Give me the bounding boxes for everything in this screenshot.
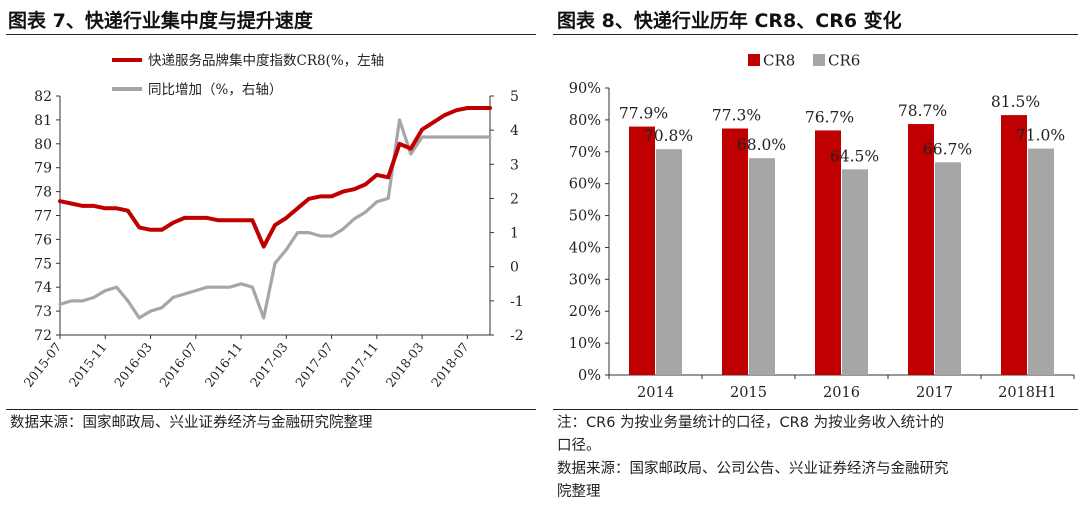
left-y-tick-label: 72 — [34, 328, 52, 344]
cr8-value-label: 77.3% — [712, 106, 761, 124]
cr6-value-label: 71.0% — [1016, 127, 1065, 145]
bar-y-tick-label: 40% — [569, 240, 601, 256]
left-y-tick-label: 79 — [34, 161, 52, 177]
left-y-tick-label: 77 — [34, 209, 52, 225]
left-y-tick-label: 75 — [34, 256, 52, 272]
left-y-tick-label: 73 — [34, 304, 52, 320]
right-y-tick-label: 5 — [510, 89, 519, 105]
right-y-tick-label: 4 — [510, 123, 519, 139]
x-tick-label: 2015-07 — [21, 340, 65, 390]
right-y-tick-label: 2 — [510, 191, 519, 207]
cr8-bar — [908, 124, 934, 375]
bar-chart: CR8 CR6 0% 10% 20% 30% 40% 50% 60% 70% 80% 90% 2014 7… — [569, 52, 1075, 401]
bar-y-tick-label: 90% — [569, 81, 601, 97]
cr8-bar — [1001, 115, 1027, 375]
bar-category-label: 2017 — [916, 385, 953, 401]
right-y-tick-label: 0 — [510, 260, 519, 276]
right-figure-panel: 图表 8、快递行业历年 CR8、CR6 变化 CR8 CR6 0% 10% 20% 30%… — [553, 0, 1080, 512]
left-chart-title: 图表 7、快递行业集中度与提升速度 — [8, 10, 313, 32]
legend-swatch-cr6 — [813, 54, 825, 66]
bar-category-label: 2018H1 — [998, 385, 1057, 401]
cr8-index-line — [58, 106, 492, 249]
bar-category-label: 2016 — [823, 385, 860, 401]
source-line-1: 数据来源：国家邮政局、公司公告、兴业证券经济与金融研究 — [557, 461, 949, 477]
cr6-bar — [935, 162, 961, 375]
bar-y-tick-label: 20% — [569, 304, 601, 320]
cr8-bar — [629, 126, 655, 375]
cr6-bar — [842, 169, 868, 375]
x-tick-label: 2017-03 — [247, 340, 291, 390]
left-y-tick-label: 74 — [34, 280, 52, 296]
left-y-tick-label: 81 — [34, 113, 52, 129]
x-tick-label: 2016-03 — [111, 340, 155, 390]
right-title-rule — [553, 34, 1078, 35]
cr6-bar — [749, 158, 775, 375]
cr6-value-label: 66.7% — [923, 140, 972, 158]
note-line-1: 注：CR6 为按业务量统计的口径，CR8 为按业务收入统计的 — [557, 415, 945, 431]
left-title-rule — [6, 34, 536, 35]
right-y-tick-label: -2 — [510, 328, 524, 344]
x-tick-label: 2017-07 — [292, 340, 336, 390]
right-chart-title: 图表 8、快递行业历年 CR8、CR6 变化 — [557, 10, 902, 32]
right-y-tick-label: -1 — [510, 294, 524, 310]
bar-category-label: 2014 — [637, 385, 674, 401]
cr8-bar — [722, 128, 748, 375]
cr8-value-label: 81.5% — [991, 93, 1040, 111]
cr8-value-label: 76.7% — [805, 108, 854, 126]
bar-y-tick-label: 50% — [569, 209, 601, 225]
bar-y-tick-label: 60% — [569, 177, 601, 193]
source-line-2: 院整理 — [557, 484, 601, 500]
legend-label-2: 同比增加（%，右轴） — [148, 82, 282, 98]
left-y-tick-label: 82 — [34, 89, 52, 105]
cr6-value-label: 70.8% — [644, 127, 693, 145]
cr6-value-label: 68.0% — [737, 136, 786, 154]
x-tick-label: 2016-07 — [156, 340, 200, 390]
right-y-tick-label: 3 — [510, 157, 519, 173]
yoy-change-line — [58, 118, 492, 320]
left-source-text: 数据来源：国家邮政局、兴业证券经济与金融研究院整理 — [10, 415, 373, 431]
left-y-tick-label: 76 — [34, 232, 52, 248]
x-tick-label: 2018-07 — [428, 340, 472, 390]
right-footer-rule — [553, 409, 1078, 410]
right-y-tick-label: 1 — [510, 226, 519, 242]
legend-swatch-cr8 — [748, 54, 760, 66]
left-figure-panel: 图表 7、快递行业集中度与提升速度 快递服务品牌集中度指数CR8(%，左轴 同比增… — [6, 10, 536, 431]
bar-y-tick-label: 10% — [569, 336, 601, 352]
bar-y-tick-label: 70% — [569, 145, 601, 161]
cr8-value-label: 77.9% — [619, 105, 668, 123]
cr6-value-label: 64.5% — [830, 147, 879, 165]
x-tick-label: 2015-11 — [66, 340, 110, 390]
x-tick-label: 2017-11 — [337, 340, 381, 390]
left-y-tick-label: 80 — [34, 137, 52, 153]
right-note: 注：CR6 为按业务量统计的口径，CR8 为按业务收入统计的 口径。 数据来源：… — [557, 412, 949, 504]
x-tick-label: 2016-11 — [202, 340, 246, 390]
legend-label-cr8: CR8 — [763, 52, 795, 70]
cr6-bar — [656, 149, 682, 375]
bar-y-tick-label: 30% — [569, 272, 601, 288]
legend-label-1: 快递服务品牌集中度指数CR8(%，左轴 — [148, 52, 384, 69]
note-line-2: 口径。 — [557, 438, 601, 454]
cr6-bar — [1028, 148, 1054, 375]
left-footer-rule — [6, 409, 536, 410]
legend-label-cr6: CR6 — [828, 52, 860, 70]
left-y-tick-label: 78 — [34, 185, 52, 201]
x-tick-label: 2018-03 — [383, 340, 427, 390]
cr8-value-label: 78.7% — [898, 102, 947, 120]
bar-y-tick-label: 80% — [569, 113, 601, 129]
cr8-bar — [815, 130, 841, 375]
bar-y-tick-label: 0% — [578, 368, 601, 384]
bar-category-label: 2015 — [730, 385, 767, 401]
